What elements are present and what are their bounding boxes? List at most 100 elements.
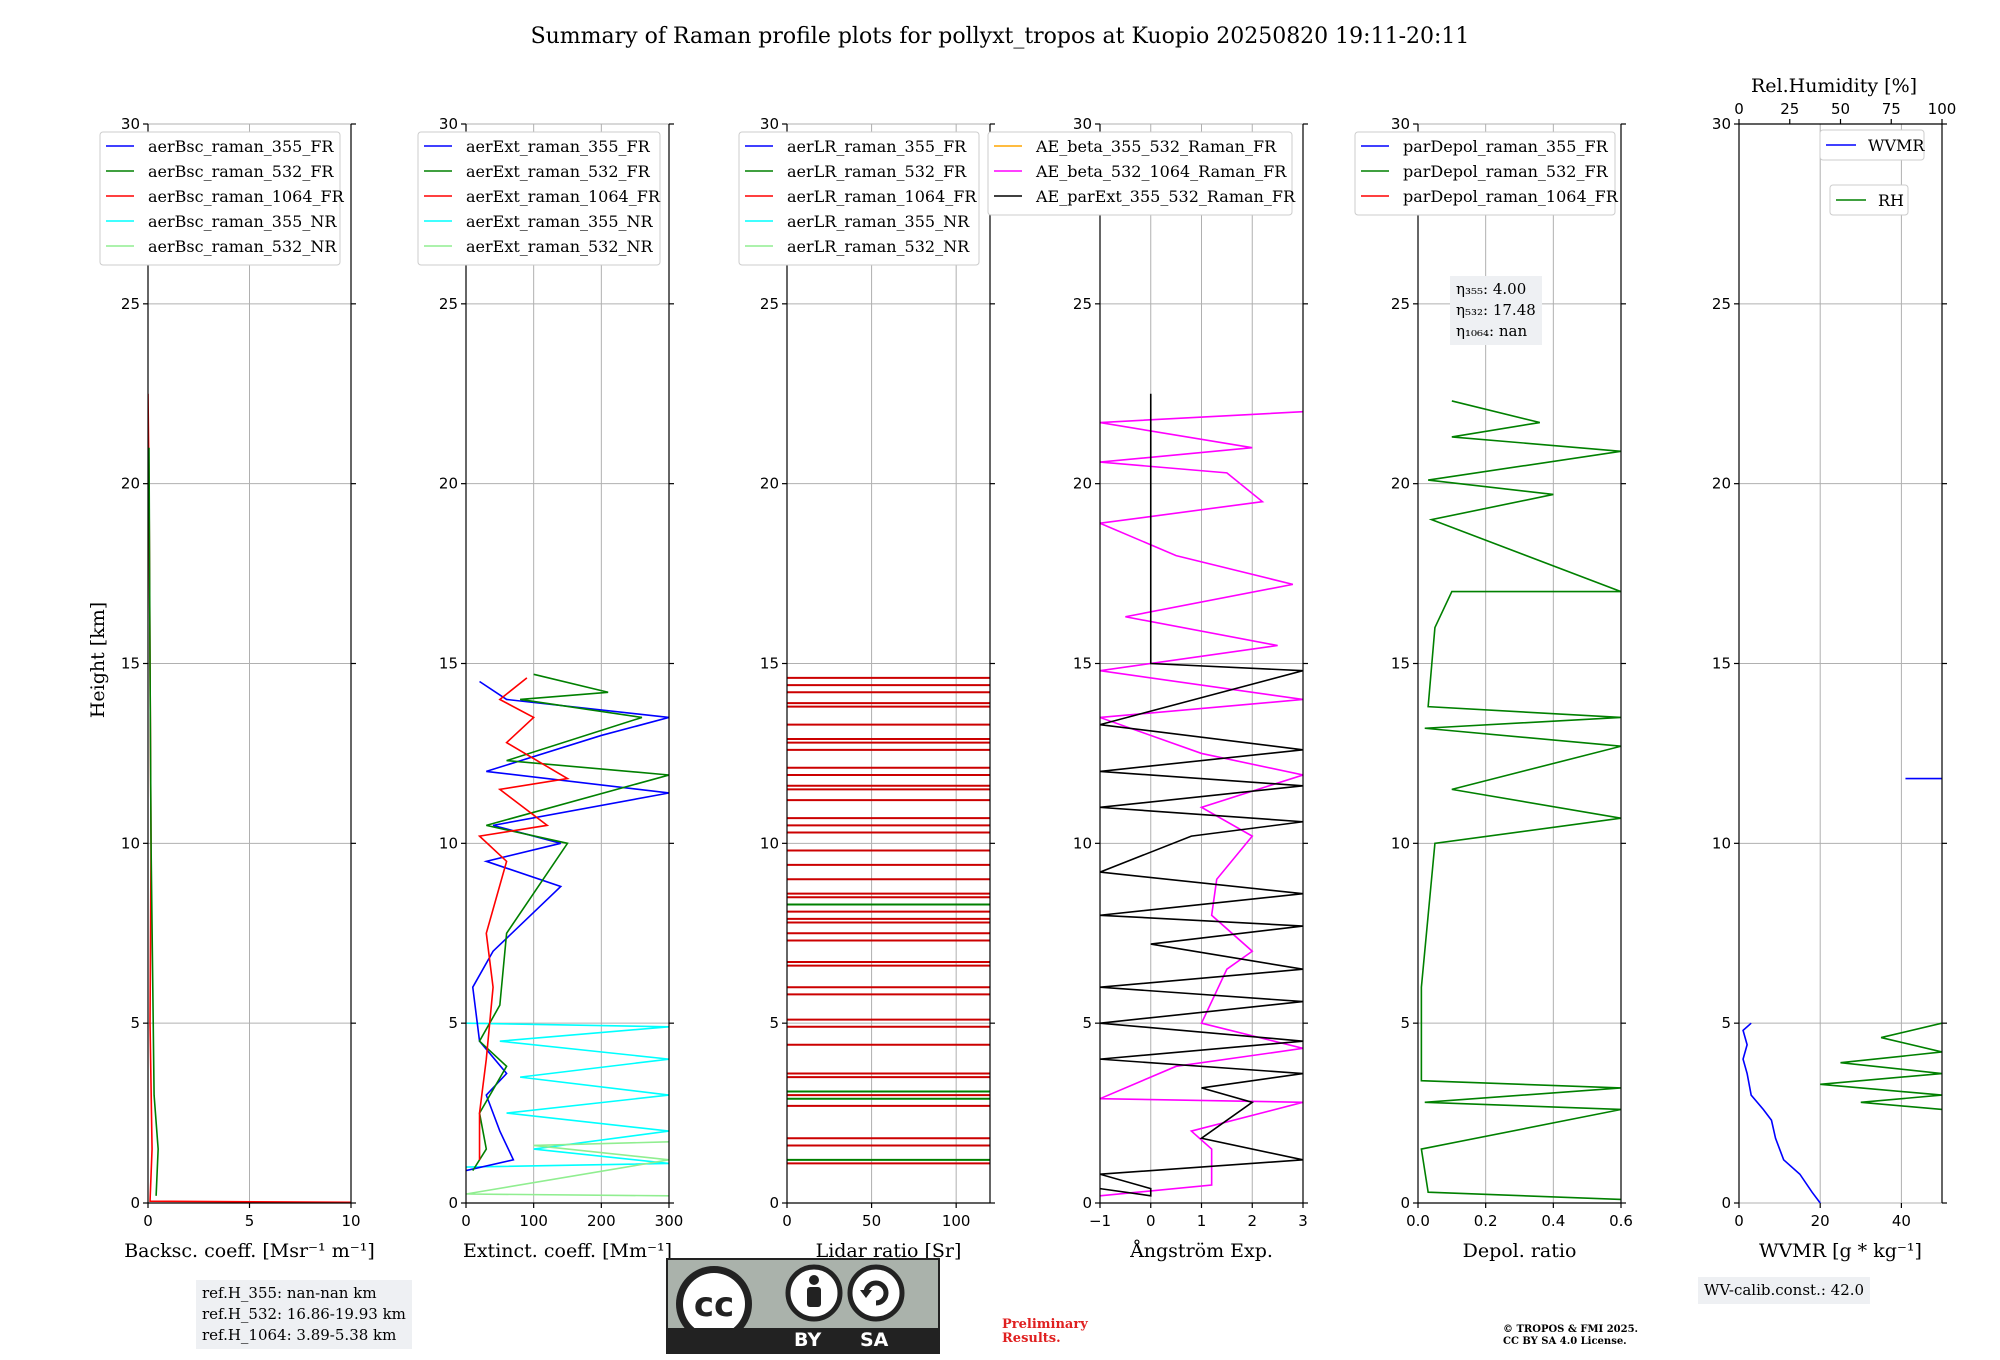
- legend-label: AE_beta_532_1064_Raman_FR: [1035, 162, 1287, 181]
- legend-label: aerExt_raman_1064_FR: [466, 187, 661, 206]
- y-tick-label: 25: [439, 295, 458, 313]
- y-tick-label: 25: [1712, 295, 1731, 313]
- legend-box: [1829, 184, 1909, 216]
- x-tick-label: 50: [862, 1212, 881, 1230]
- series-aerExt_raman_1064_FR: [477, 677, 570, 1160]
- x2-tick-label: 50: [1831, 100, 1850, 118]
- legend-label: aerBsc_raman_355_NR: [148, 212, 337, 231]
- x2-tick-label: 100: [1928, 100, 1957, 118]
- y-tick-label: 15: [1391, 655, 1410, 673]
- eta-box: η₃₅₅: 4.00 η₅₃₂: 17.48 η₁₀₆₄: nan: [1450, 276, 1542, 345]
- series-AE_parExt_355_532_Raman_FR: [1100, 393, 1303, 1197]
- legend-box: [99, 131, 341, 266]
- legend-label: aerLR_raman_1064_FR: [787, 187, 977, 206]
- series-aerExt_raman_532_FR: [472, 673, 669, 1172]
- y-tick-label: 30: [121, 115, 140, 133]
- y-tick-label: 20: [1391, 475, 1410, 493]
- preliminary-line-2: Results.: [1002, 1331, 1061, 1346]
- series-aerBsc_raman_532_FR: [148, 447, 159, 1196]
- legend-box: [1354, 131, 1616, 216]
- eta-355: η₃₅₅: 4.00: [1456, 280, 1527, 298]
- x-tick-label: 0: [1734, 1212, 1744, 1230]
- plot-data: [787, 676, 990, 1165]
- legend-box: [987, 131, 1293, 216]
- x-tick-label: 0.4: [1541, 1212, 1565, 1230]
- x-axis-label: WVMR [g * kg⁻¹]: [1759, 1240, 1922, 1262]
- legend: WVMR RH: [1819, 129, 1925, 216]
- legend: aerExt_raman_355_FR aerExt_raman_532_FRae…: [417, 131, 661, 266]
- panel-5: 0 5 10 15 20 25 30 0.0 0.2 0.4 0.6 Depol. ratio parD…: [1354, 115, 1633, 1262]
- x-axis-label: Ångström Exp.: [1129, 1240, 1273, 1262]
- legend-label: parDepol_raman_1064_FR: [1403, 187, 1619, 206]
- plot-data: [466, 673, 669, 1197]
- y-tick-label: 20: [121, 475, 140, 493]
- x-tick-label: 0: [1146, 1212, 1156, 1230]
- x-tick-label: 40: [1892, 1212, 1911, 1230]
- series-WVMR: [1742, 1022, 1821, 1203]
- legend-label: aerLR_raman_532_FR: [787, 162, 967, 181]
- x-tick-label: 0.2: [1474, 1212, 1498, 1230]
- cc-by-sa-badge: cc BY SA: [666, 1258, 940, 1354]
- copyright-line-2: CC BY SA 4.0 License.: [1503, 1336, 1627, 1347]
- legend-label: aerBsc_raman_1064_FR: [148, 187, 345, 206]
- y-tick-label: 15: [439, 655, 458, 673]
- legend: aerBsc_raman_355_FR aerBsc_raman_532_FRae…: [99, 131, 345, 266]
- legend-label: aerBsc_raman_532_FR: [148, 162, 334, 181]
- y-tick-label: 10: [760, 834, 779, 852]
- plot-data: [1100, 393, 1303, 1197]
- by-label: BY: [794, 1329, 822, 1351]
- plot-data: [1420, 400, 1621, 1201]
- y-tick-label: 10: [1712, 834, 1731, 852]
- y-tick-label: 5: [130, 1014, 140, 1032]
- cc-badge-graphic: cc: [676, 1264, 905, 1342]
- x-tick-label: 300: [655, 1212, 684, 1230]
- y-tick-label: 5: [448, 1014, 458, 1032]
- y-tick-label: 25: [121, 295, 140, 313]
- x-tick-label: 0.0: [1406, 1212, 1430, 1230]
- legend: aerLR_raman_355_FR aerLR_raman_532_FR aerL…: [738, 131, 980, 266]
- ref-height-box: ref.H_355: nan-nan km ref.H_532: 16.86-1…: [196, 1280, 412, 1349]
- x-tick-label: 5: [245, 1212, 255, 1230]
- series-aerExt_raman_532_NR: [466, 1141, 669, 1197]
- legend-label: aerExt_raman_355_NR: [466, 212, 654, 231]
- legend-label: parDepol_raman_532_FR: [1403, 162, 1609, 181]
- y-tick-label: 20: [760, 475, 779, 493]
- panel-1: 0 5 10 15 20 25 30 0 5 10 Backsc. coeff. [Msr⁻¹ m⁻…: [99, 115, 375, 1262]
- y-tick-label: 15: [121, 655, 140, 673]
- y-tick-label: 5: [1082, 1014, 1092, 1032]
- x-tick-label: 100: [942, 1212, 971, 1230]
- y-tick-label: 0: [1082, 1194, 1092, 1212]
- y-tick-label: 30: [439, 115, 458, 133]
- preliminary-note: Preliminary Results.: [1002, 1318, 1088, 1346]
- x-tick-label: 10: [341, 1212, 360, 1230]
- x2-tick-label: 25: [1780, 100, 1799, 118]
- series-AE_beta_532_1064_Raman_FR: [1100, 410, 1303, 1197]
- legend-label: aerExt_raman_355_FR: [466, 137, 651, 156]
- x-axis-label: Extinct. coeff. [Mm⁻¹]: [463, 1240, 672, 1262]
- legend-label: aerLR_raman_355_FR: [787, 137, 967, 156]
- y-tick-label: 5: [1721, 1014, 1731, 1032]
- series-aerExt_raman_355_NR: [466, 1022, 669, 1168]
- x-axis-label: Depol. ratio: [1463, 1240, 1577, 1262]
- x2-tick-label: 75: [1882, 100, 1901, 118]
- x-tick-label: 0: [782, 1212, 792, 1230]
- legend-label: AE_parExt_355_532_Raman_FR: [1035, 187, 1296, 206]
- series-parDepol_raman_532_FR: [1420, 400, 1621, 1201]
- y-tick-label: 15: [760, 655, 779, 673]
- copyright-line-1: © TROPOS & FMI 2025.: [1503, 1324, 1639, 1335]
- y-tick-label: 0: [769, 1194, 779, 1212]
- x-tick-label: 100: [519, 1212, 548, 1230]
- share-alike-icon: [847, 1264, 905, 1322]
- series-RH: [1820, 1022, 1942, 1111]
- y-tick-label: 5: [1400, 1014, 1410, 1032]
- cc-badge-bar: BY SA: [668, 1328, 938, 1352]
- x-axis-label: Lidar ratio [Sr]: [816, 1240, 962, 1262]
- x-tick-label: 0: [461, 1212, 471, 1230]
- series-aerExt_raman_355_FR: [466, 680, 669, 1172]
- y-tick-label: 20: [439, 475, 458, 493]
- legend-label: aerExt_raman_532_FR: [466, 162, 651, 181]
- y-tick-label: 30: [1073, 115, 1092, 133]
- rh-axis-label: Rel.Humidity [%]: [1751, 75, 1917, 97]
